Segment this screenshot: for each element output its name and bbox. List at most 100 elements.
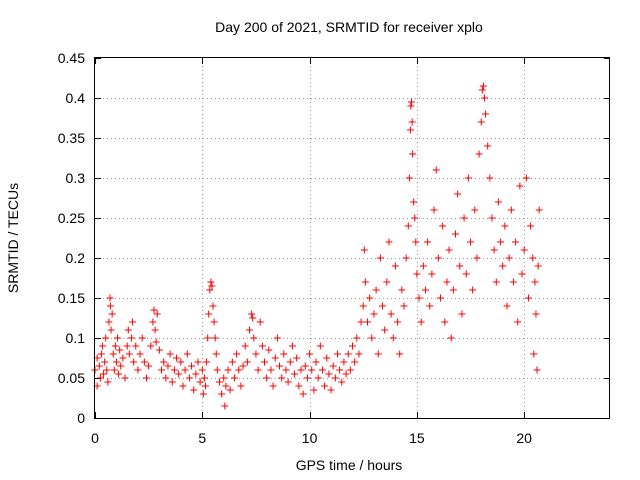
data-point — [479, 82, 487, 90]
data-point — [478, 86, 486, 94]
data-point — [295, 382, 303, 390]
data-point — [256, 318, 264, 326]
data-point — [458, 310, 466, 318]
data-point — [379, 302, 387, 310]
data-point — [173, 354, 181, 362]
data-point — [533, 366, 541, 374]
y-tick-label: 0.4 — [66, 90, 86, 106]
data-point — [430, 206, 438, 214]
data-point — [408, 118, 416, 126]
data-point — [164, 362, 172, 370]
data-point — [434, 254, 442, 262]
data-point — [218, 390, 226, 398]
data-point — [207, 278, 215, 286]
data-point — [374, 350, 382, 358]
data-point — [310, 386, 318, 394]
data-point — [524, 294, 532, 302]
data-point — [101, 358, 109, 366]
data-point — [190, 386, 198, 394]
data-point — [342, 370, 350, 378]
x-tick-label: 20 — [516, 430, 532, 446]
data-point — [155, 346, 163, 354]
data-point — [280, 350, 288, 358]
data-point — [210, 318, 218, 326]
data-point — [99, 342, 107, 350]
data-point — [145, 362, 153, 370]
data-point — [152, 338, 160, 346]
data-point — [192, 370, 200, 378]
data-point — [400, 302, 408, 310]
data-point — [505, 254, 513, 262]
data-point — [138, 334, 146, 342]
data-point — [109, 350, 117, 358]
data-point — [230, 374, 238, 382]
data-point — [107, 326, 115, 334]
data-point — [516, 182, 524, 190]
data-point — [273, 334, 281, 342]
data-point — [464, 174, 472, 182]
data-point — [303, 374, 311, 382]
data-point — [278, 374, 286, 382]
data-point — [501, 222, 509, 230]
data-point — [254, 366, 262, 374]
data-point — [291, 370, 299, 378]
data-point — [200, 374, 208, 382]
data-point — [372, 286, 380, 294]
data-points — [91, 82, 543, 410]
data-point — [96, 374, 104, 382]
data-point — [97, 350, 105, 358]
data-point — [276, 362, 284, 370]
data-point — [364, 318, 372, 326]
data-point — [136, 350, 144, 358]
data-point — [316, 342, 324, 350]
data-point — [467, 238, 475, 246]
y-tick-label: 0.25 — [58, 210, 85, 226]
data-point — [436, 294, 444, 302]
axis-ticks — [95, 58, 610, 419]
data-point — [95, 362, 103, 370]
data-point — [237, 382, 245, 390]
y-tick-label: 0 — [77, 410, 85, 426]
data-point — [206, 286, 214, 294]
data-point — [312, 358, 320, 366]
data-point — [349, 342, 356, 350]
data-point — [168, 378, 176, 386]
data-point — [208, 282, 216, 290]
data-point — [404, 222, 412, 230]
data-point — [385, 238, 393, 246]
data-point — [306, 350, 314, 358]
data-point — [331, 374, 339, 382]
y-tick-label: 0.3 — [66, 170, 86, 186]
data-point — [177, 358, 185, 366]
data-point — [522, 174, 530, 182]
data-point — [288, 342, 296, 350]
data-point — [116, 346, 124, 354]
data-point — [512, 238, 520, 246]
data-point — [454, 190, 462, 198]
data-point — [417, 318, 425, 326]
data-point — [387, 310, 395, 318]
data-point — [123, 342, 131, 350]
data-point — [361, 278, 369, 286]
data-point — [412, 238, 420, 246]
data-point — [359, 302, 367, 310]
y-tick-label: 0.05 — [58, 370, 85, 386]
data-point — [368, 334, 376, 342]
data-point — [389, 334, 397, 342]
y-axis-label: SRMTID / TECUs — [5, 183, 21, 293]
data-point — [443, 278, 451, 286]
data-point — [282, 366, 290, 374]
data-point — [308, 366, 316, 374]
data-point — [323, 354, 331, 362]
data-point — [318, 366, 326, 374]
data-point — [119, 354, 127, 362]
data-point — [220, 374, 228, 382]
data-point — [106, 302, 114, 310]
data-point — [402, 254, 410, 262]
data-point — [509, 278, 517, 286]
data-point — [527, 222, 535, 230]
data-point — [221, 402, 229, 410]
data-point — [518, 270, 526, 278]
data-point — [140, 358, 148, 366]
data-point — [115, 370, 123, 378]
